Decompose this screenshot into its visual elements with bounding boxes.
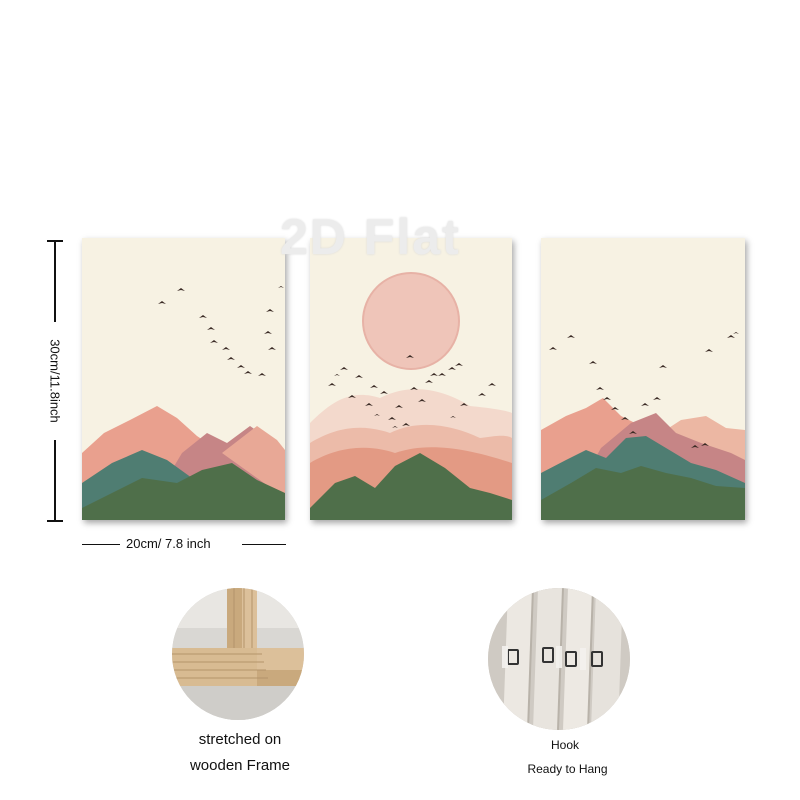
mountain-artwork-center bbox=[310, 238, 512, 520]
wooden-frame-photo bbox=[172, 588, 304, 720]
canvas-panel-center bbox=[310, 238, 512, 520]
dimension-line bbox=[54, 440, 56, 522]
height-label: 30cm/11.8inch bbox=[47, 339, 63, 423]
bird-flock-right bbox=[549, 332, 739, 448]
width-dimension: 20cm/ 7.8 inch bbox=[82, 535, 286, 555]
bird-flock-left bbox=[158, 286, 284, 376]
width-label: 20cm/ 7.8 inch bbox=[126, 536, 211, 551]
frame-caption-line2: wooden Frame bbox=[189, 757, 291, 774]
height-dimension: 30cm/11.8inch bbox=[30, 240, 80, 522]
frame-caption-line1: stretched on bbox=[198, 731, 282, 748]
dimension-line bbox=[242, 544, 286, 545]
bird-flock-center bbox=[328, 355, 496, 428]
hook-photo bbox=[488, 588, 630, 730]
dimension-tick bbox=[47, 520, 63, 522]
canvas-panel-right bbox=[541, 238, 745, 520]
dimension-line bbox=[82, 544, 120, 545]
dimension-line bbox=[54, 240, 56, 322]
canvas-panel-left bbox=[82, 238, 285, 520]
hook-caption-line2: Ready to Hang bbox=[527, 762, 608, 776]
hook-caption-line1: Hook bbox=[550, 738, 579, 752]
mountain-artwork-left bbox=[82, 238, 285, 520]
mountain-artwork-right bbox=[541, 238, 745, 520]
